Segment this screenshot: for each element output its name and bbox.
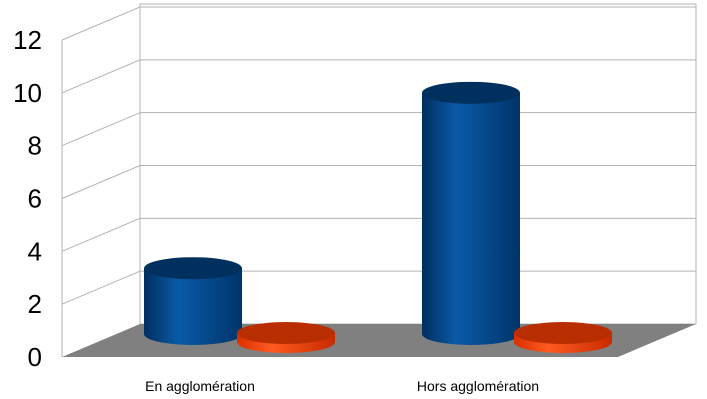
bar-top (237, 322, 335, 344)
category-labels: En agglomération Hors agglomération (145, 378, 539, 394)
side-gridline (61, 112, 141, 147)
bars (144, 81, 612, 353)
side-gridline (61, 217, 141, 252)
bar-body (144, 268, 242, 345)
y-tick-label: 0 (28, 342, 42, 372)
side-gridline (61, 165, 141, 199)
bar (237, 322, 335, 353)
category-label: Hors agglomération (417, 378, 539, 394)
y-tick-label: 2 (28, 289, 42, 319)
bar-top (144, 257, 242, 280)
y-tick-label: 4 (28, 236, 42, 266)
side-wall-gridlines (61, 6, 141, 305)
y-tick-label: 10 (13, 78, 42, 108)
y-axis-tick-labels: 0 2 4 6 8 10 12 (13, 25, 42, 372)
y-tick-label: 8 (28, 131, 42, 161)
bar (144, 257, 242, 345)
bar-top (514, 322, 612, 344)
bar-body (422, 92, 520, 346)
category-label: En agglomération (145, 378, 255, 394)
side-gridline (61, 59, 141, 94)
side-gridline (61, 6, 141, 41)
bar (514, 322, 612, 353)
side-gridline (61, 270, 141, 305)
bar-top (422, 81, 520, 104)
y-tick-label: 12 (13, 25, 42, 55)
bar (422, 81, 520, 346)
y-tick-label: 6 (28, 184, 42, 214)
